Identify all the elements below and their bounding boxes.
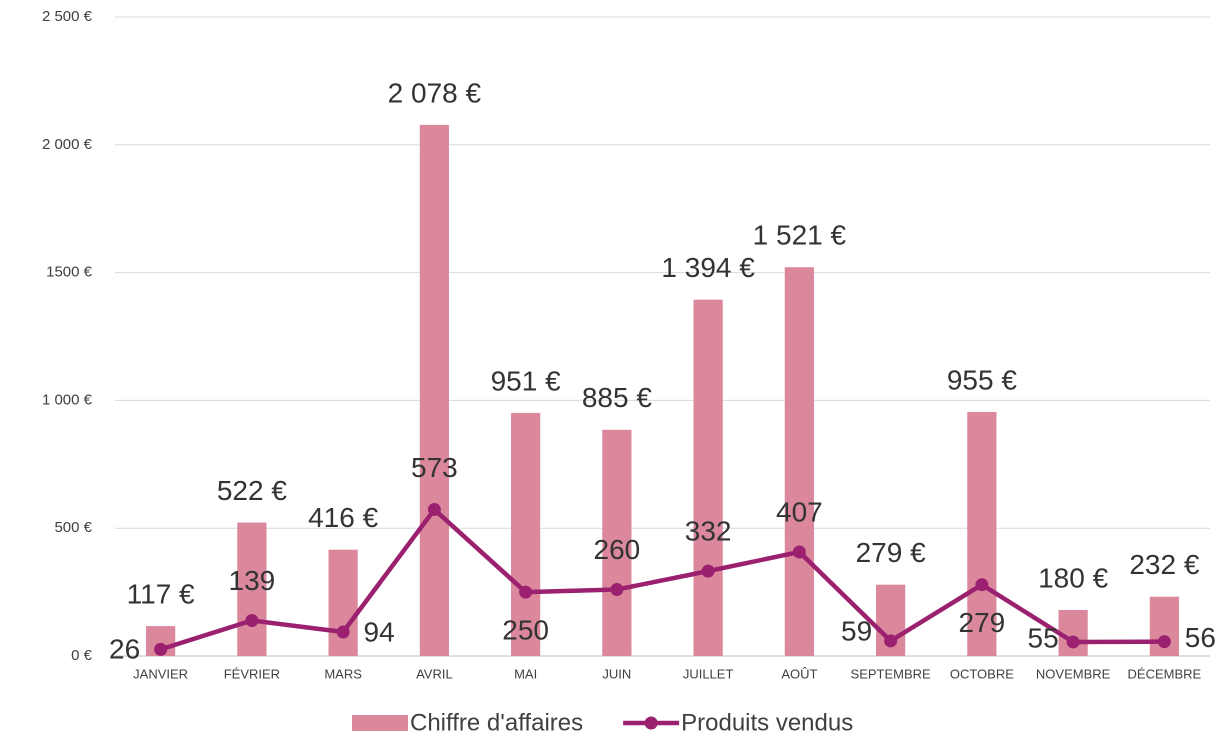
line	[159, 507, 1165, 652]
bar	[693, 299, 723, 656]
data-label: 260	[594, 534, 641, 565]
bar	[328, 549, 358, 656]
bar	[784, 267, 814, 656]
data-label: 232 €	[1129, 549, 1199, 580]
data-label: 56	[1185, 622, 1216, 653]
data-label: 1 394 €	[661, 252, 755, 283]
data-label: 180 €	[1038, 562, 1108, 593]
line-marker	[884, 634, 898, 648]
y-tick-label: 500 €	[54, 519, 92, 536]
legend-swatch	[352, 715, 408, 731]
x-tick-label: SEPTEMBRE	[851, 666, 932, 681]
x-tick-label: OCTOBRE	[950, 666, 1014, 681]
data-label: 955 €	[947, 364, 1017, 395]
x-tick-label: MAI	[514, 666, 537, 681]
x-tick-label: MARS	[324, 666, 362, 681]
legend-label: Produits vendus	[681, 709, 853, 736]
line-marker	[154, 642, 168, 656]
x-tick-label: JANVIER	[133, 666, 188, 681]
data-label: 573	[411, 452, 458, 483]
data-label: 885 €	[582, 382, 652, 413]
bar	[419, 124, 449, 656]
bar	[967, 411, 997, 656]
x-tick-label: AVRIL	[416, 666, 453, 681]
line-marker	[975, 578, 989, 592]
legend-label: Chiffre d'affaires	[410, 709, 583, 736]
x-tick-label: JUILLET	[683, 666, 734, 681]
y-tick-label: 1500 €	[46, 264, 93, 281]
data-label: 250	[502, 614, 549, 645]
x-tick-label: DÉCEMBRE	[1128, 666, 1202, 681]
data-label: 2 078 €	[388, 77, 482, 108]
x-tick-label: NOVEMBRE	[1036, 666, 1111, 681]
data-label: 1 521 €	[753, 220, 847, 251]
data-label: 26	[109, 634, 140, 665]
line-marker	[519, 585, 533, 599]
x-tick-label: AOÛT	[781, 666, 817, 681]
data-label: 55	[1028, 622, 1059, 653]
line-marker	[792, 545, 806, 559]
data-label: 279	[959, 607, 1006, 638]
data-label: 407	[776, 496, 823, 527]
line-marker	[336, 625, 350, 639]
line-marker	[427, 503, 441, 517]
data-label: 951 €	[491, 365, 561, 396]
bar	[602, 429, 632, 656]
data-label: 117 €	[127, 578, 195, 609]
legend-swatch	[644, 716, 658, 730]
line-marker	[610, 583, 624, 597]
y-tick-label: 2 000 €	[42, 136, 93, 153]
line-marker	[1157, 635, 1171, 649]
data-label: 59	[841, 615, 872, 646]
y-tick-label: 1 000 €	[42, 391, 93, 408]
line-marker	[701, 564, 715, 578]
data-label: 332	[685, 516, 732, 547]
bar	[237, 522, 267, 656]
data-label: 279 €	[856, 537, 926, 568]
x-tick-label: FÉVRIER	[224, 666, 280, 681]
data-label: 416 €	[308, 502, 378, 533]
data-label: 522 €	[217, 475, 287, 506]
y-tick-label: 0 €	[71, 647, 93, 664]
bar	[511, 412, 541, 656]
line-marker	[1066, 635, 1080, 649]
y-tick-label: 2 500 €	[42, 8, 93, 25]
line-marker	[245, 613, 259, 627]
x-tick-label: JUIN	[602, 666, 631, 681]
data-label: 139	[229, 565, 276, 596]
data-label: 94	[364, 616, 395, 647]
